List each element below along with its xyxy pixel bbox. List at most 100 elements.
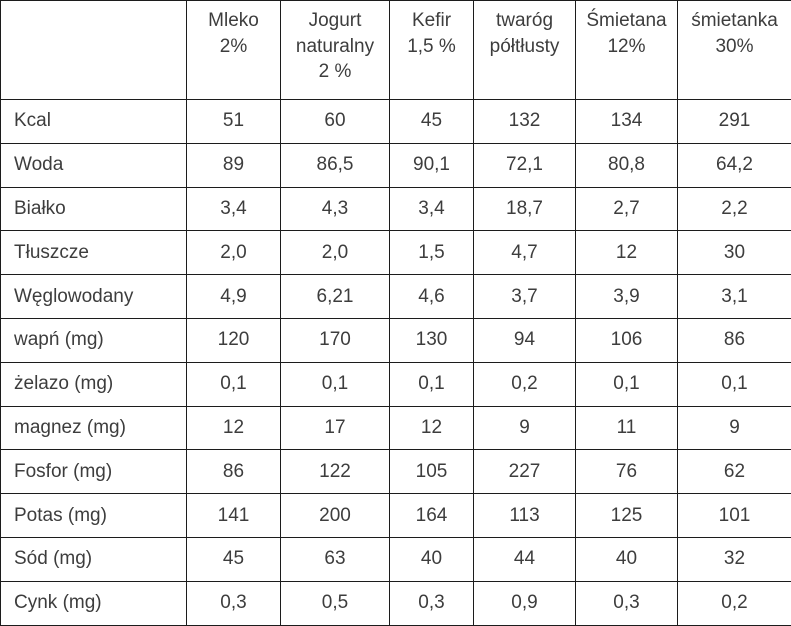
value-cell: 90,1	[390, 143, 474, 187]
value-cell: 2,2	[678, 187, 791, 231]
row-header: żelazo (mg)	[1, 362, 187, 406]
value-cell: 0,3	[576, 581, 678, 625]
value-cell: 0,1	[678, 362, 791, 406]
value-cell: 80,8	[576, 143, 678, 187]
value-cell: 0,1	[187, 362, 281, 406]
value-cell: 86	[678, 318, 791, 362]
value-cell: 12	[187, 406, 281, 450]
value-cell: 0,2	[678, 581, 791, 625]
value-cell: 134	[576, 100, 678, 144]
value-cell: 63	[281, 537, 390, 581]
column-header: Śmietana 12%	[576, 1, 678, 100]
value-cell: 89	[187, 143, 281, 187]
value-cell: 45	[390, 100, 474, 144]
value-cell: 0,1	[281, 362, 390, 406]
value-cell: 4,7	[474, 231, 576, 275]
value-cell: 227	[474, 450, 576, 494]
value-cell: 51	[187, 100, 281, 144]
value-cell: 141	[187, 494, 281, 538]
value-cell: 4,6	[390, 275, 474, 319]
row-header: magnez (mg)	[1, 406, 187, 450]
column-header: Mleko 2%	[187, 1, 281, 100]
value-cell: 86,5	[281, 143, 390, 187]
value-cell: 40	[390, 537, 474, 581]
value-cell: 0,9	[474, 581, 576, 625]
row-header: Sód (mg)	[1, 537, 187, 581]
value-cell: 18,7	[474, 187, 576, 231]
value-cell: 40	[576, 537, 678, 581]
value-cell: 122	[281, 450, 390, 494]
value-cell: 3,9	[576, 275, 678, 319]
value-cell: 3,7	[474, 275, 576, 319]
row-header: Białko	[1, 187, 187, 231]
value-cell: 106	[576, 318, 678, 362]
value-cell: 86	[187, 450, 281, 494]
row-header: wapń (mg)	[1, 318, 187, 362]
value-cell: 44	[474, 537, 576, 581]
row-header: Tłuszcze	[1, 231, 187, 275]
column-header: Kefir 1,5 %	[390, 1, 474, 100]
value-cell: 0,1	[390, 362, 474, 406]
value-cell: 32	[678, 537, 791, 581]
value-cell: 12	[390, 406, 474, 450]
value-cell: 11	[576, 406, 678, 450]
corner-cell	[1, 1, 187, 100]
value-cell: 17	[281, 406, 390, 450]
value-cell: 291	[678, 100, 791, 144]
column-header: śmietanka 30%	[678, 1, 791, 100]
value-cell: 12	[576, 231, 678, 275]
value-cell: 4,9	[187, 275, 281, 319]
value-cell: 200	[281, 494, 390, 538]
value-cell: 0,3	[390, 581, 474, 625]
value-cell: 130	[390, 318, 474, 362]
column-header: twaróg półtłusty	[474, 1, 576, 100]
column-header: Jogurt naturalny 2 %	[281, 1, 390, 100]
value-cell: 2,0	[187, 231, 281, 275]
row-header: Potas (mg)	[1, 494, 187, 538]
value-cell: 9	[678, 406, 791, 450]
value-cell: 3,1	[678, 275, 791, 319]
value-cell: 3,4	[390, 187, 474, 231]
value-cell: 64,2	[678, 143, 791, 187]
value-cell: 6,21	[281, 275, 390, 319]
row-header: Kcal	[1, 100, 187, 144]
value-cell: 0,1	[576, 362, 678, 406]
value-cell: 105	[390, 450, 474, 494]
value-cell: 0,5	[281, 581, 390, 625]
row-header: Cynk (mg)	[1, 581, 187, 625]
value-cell: 0,2	[474, 362, 576, 406]
value-cell: 2,0	[281, 231, 390, 275]
value-cell: 9	[474, 406, 576, 450]
row-header: Fosfor (mg)	[1, 450, 187, 494]
value-cell: 4,3	[281, 187, 390, 231]
value-cell: 72,1	[474, 143, 576, 187]
row-header: Węglowodany	[1, 275, 187, 319]
value-cell: 125	[576, 494, 678, 538]
value-cell: 94	[474, 318, 576, 362]
value-cell: 76	[576, 450, 678, 494]
value-cell: 132	[474, 100, 576, 144]
value-cell: 101	[678, 494, 791, 538]
value-cell: 170	[281, 318, 390, 362]
value-cell: 3,4	[187, 187, 281, 231]
value-cell: 1,5	[390, 231, 474, 275]
value-cell: 164	[390, 494, 474, 538]
row-header: Woda	[1, 143, 187, 187]
value-cell: 120	[187, 318, 281, 362]
value-cell: 45	[187, 537, 281, 581]
value-cell: 62	[678, 450, 791, 494]
value-cell: 60	[281, 100, 390, 144]
value-cell: 30	[678, 231, 791, 275]
